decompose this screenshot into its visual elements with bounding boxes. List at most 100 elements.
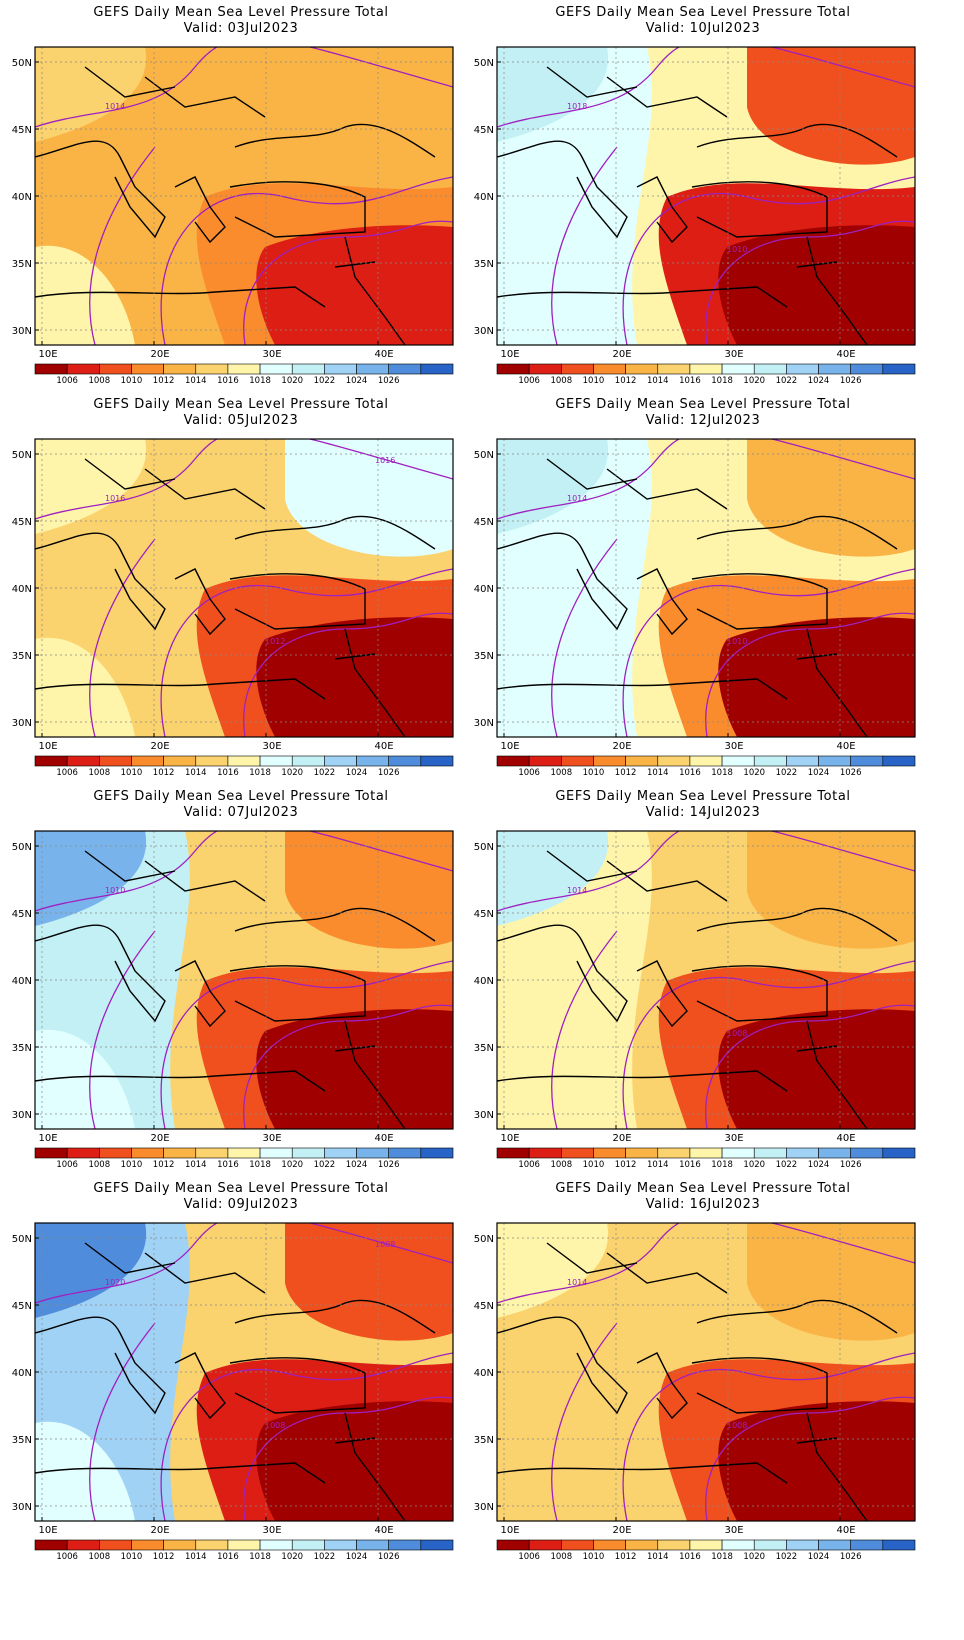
colorbar-label: 1020 [281,1552,303,1562]
coastline [696,123,898,158]
coastline [229,573,366,630]
colorbar-label: 1016 [217,1552,239,1562]
pressure-field-northeast [285,831,453,949]
panel-title: GEFS Daily Mean Sea Level Pressure Total [555,5,851,20]
colorbar-swatch [657,755,691,767]
colorbar-label: 1006 [56,768,78,778]
colorbar-swatch [259,1539,293,1551]
longitude-label: 10E [500,1525,519,1536]
colorbar-label: 1012 [153,1160,175,1170]
panel-title: GEFS Daily Mean Sea Level Pressure Total [555,789,851,804]
isobar-label: 1016 [105,494,125,503]
colorbar-swatch [689,363,723,375]
colorbar-swatch [131,1539,164,1551]
colorbar-swatch [227,1147,261,1159]
longitude-label: 20E [150,349,169,360]
colorbar-swatch [131,1147,164,1159]
colorbar-label: 1024 [808,768,830,778]
colorbar-label: 1018 [249,376,271,386]
coastline [636,568,688,636]
coastline [84,850,176,882]
colorbar-swatch [99,1147,132,1159]
colorbar-swatch [356,755,389,767]
longitude-label: 30E [724,349,743,360]
latitude-label: 40N [12,584,32,595]
colorbar-label: 1026 [378,768,400,778]
colorbar-swatch [850,755,884,767]
valid-date: Valid: 12Jul2023 [645,413,761,428]
coastline [497,1070,788,1092]
colorbar-label: 1018 [249,768,271,778]
colorbar-swatch [721,755,755,767]
colorbar-swatch [324,1147,357,1159]
latitude-label: 50N [12,1234,32,1245]
pressure-field-southwest [35,1421,135,1521]
colorbar-swatch [291,755,325,767]
colorbar-swatch [850,1539,884,1551]
colorbar-label: 1026 [840,1552,862,1562]
colorbar-label: 1006 [518,1160,540,1170]
colorbar-label: 1020 [743,768,765,778]
longitude-label: 40E [374,741,393,752]
colorbar-label: 1012 [615,768,637,778]
colorbar-swatch [324,363,357,375]
coastline [35,1316,166,1415]
panel-title: GEFS Daily Mean Sea Level Pressure Total [93,789,389,804]
colorbar-label: 1024 [808,376,830,386]
colorbar-swatch [388,1147,422,1159]
map-panel: GEFS Daily Mean Sea Level Pressure Total… [0,784,482,1194]
colorbar-label: 1020 [281,768,303,778]
colorbar-label: 1014 [185,376,207,386]
map-panel: GEFS Daily Mean Sea Level Pressure Total… [0,392,482,802]
coastline [636,176,688,244]
colorbar-label: 1008 [550,1160,572,1170]
isobar [243,612,453,737]
colorbar-label: 1024 [808,1552,830,1562]
colorbar-swatch [818,363,851,375]
pressure-field-southwest [35,1029,135,1129]
latitude-label: 35N [12,1435,32,1446]
colorbar-swatch [259,755,293,767]
map-panel: GEFS Daily Mean Sea Level Pressure Total… [462,784,944,1194]
panel-title: GEFS Daily Mean Sea Level Pressure Total [555,397,851,412]
pressure-field-northwest [497,831,609,926]
pressure-map: 1014 1008 50N 45N 40N 35N 30N 10E 20E 30E 40E 1006 1… [474,830,916,1170]
coastline [806,628,868,737]
valid-date: Valid: 16Jul2023 [645,1197,761,1212]
isobar [160,176,453,345]
colorbar-label: 1016 [679,376,701,386]
map-panel: GEFS Daily Mean Sea Level Pressure Total… [462,392,944,802]
colorbar-swatch [259,363,293,375]
pressure-field-northwest [497,439,609,534]
colorbar-swatch [163,1147,197,1159]
valid-date: Valid: 05Jul2023 [183,413,299,428]
latitude-label: 40N [12,1368,32,1379]
colorbar-swatch [753,363,787,375]
latitude-label: 50N [474,58,494,69]
coastline [691,965,828,1022]
colorbar-swatch [324,755,357,767]
coastline [806,1412,868,1521]
colorbar-label: 1020 [281,1160,303,1170]
colorbar-swatch [227,363,261,375]
colorbar-label: 1024 [346,1160,368,1170]
colorbar-label: 1022 [314,1160,336,1170]
colorbar-swatch [786,755,819,767]
isobar [705,612,915,737]
colorbar-label: 1008 [88,768,110,778]
colorbar-swatch [593,1539,626,1551]
longitude-label: 10E [38,349,57,360]
colorbar-swatch [66,363,100,375]
colorbar-label: 1012 [615,1552,637,1562]
colorbar-swatch [420,1147,454,1159]
colorbar-swatch [528,1147,562,1159]
colorbar-swatch [291,1147,325,1159]
isobar [622,176,915,345]
colorbar-swatch [753,1539,787,1551]
colorbar-label: 1016 [679,768,701,778]
colorbar-swatch [131,363,164,375]
isobar [705,1004,915,1129]
colorbar-label: 1008 [550,768,572,778]
colorbar-label: 1026 [840,768,862,778]
colorbar-swatch [721,1539,755,1551]
